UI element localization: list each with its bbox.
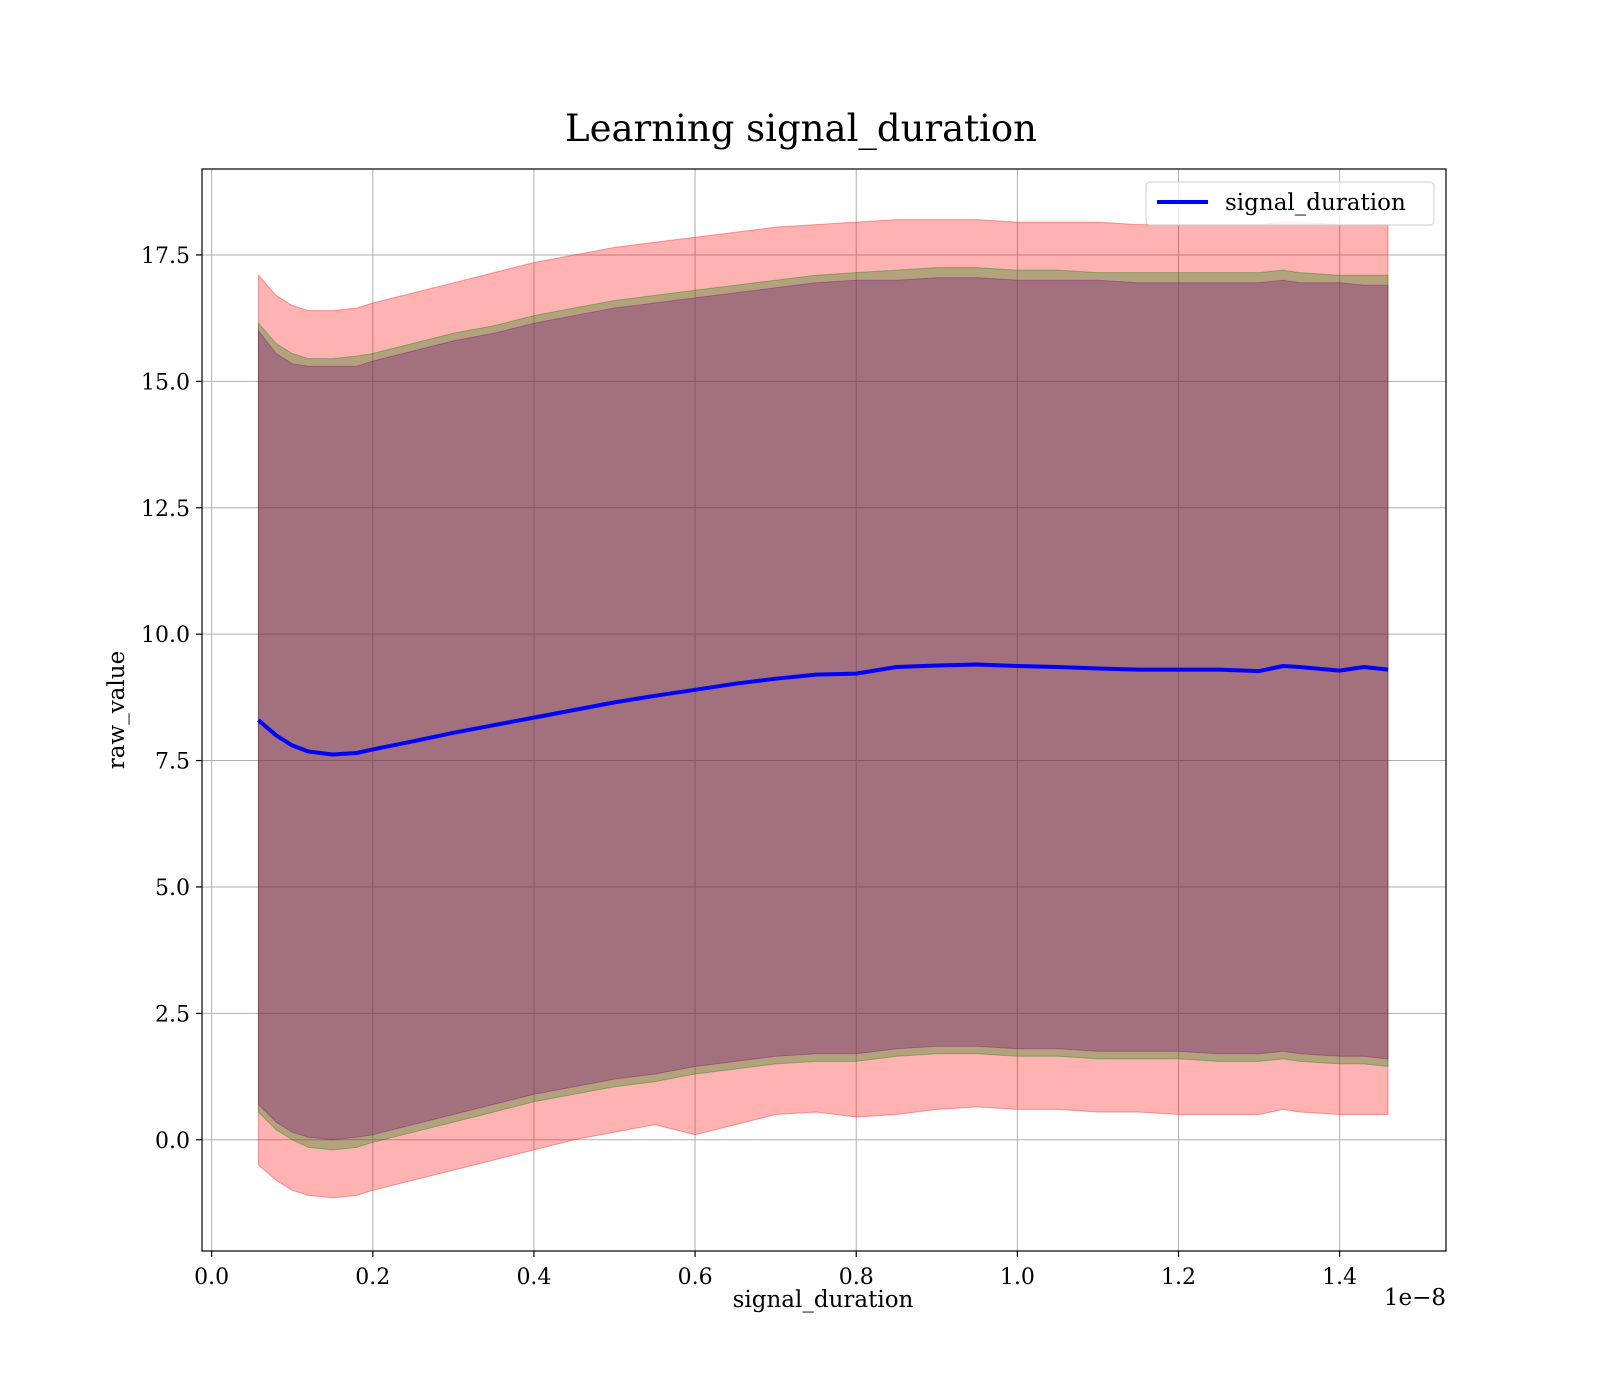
x-tick-label: 0.4 [516,1265,551,1290]
legend: signal_duration [1145,181,1435,226]
y-tick-label: 17.5 [141,244,190,269]
confidence-band-3 [257,277,1389,1141]
x-tick-label: 1.2 [1161,1265,1196,1290]
confidence-band-1 [257,219,1389,1199]
y-tick-label: 10.0 [141,623,190,648]
x-tick-label: 1.4 [1322,1265,1357,1290]
y-tick-label: 2.5 [155,1002,190,1027]
x-tick-label: 0.6 [678,1265,713,1290]
x-tick-label: 0.2 [355,1265,390,1290]
x-tick-label: 1.0 [1000,1265,1035,1290]
chart-title: Learning signal_duration [565,107,1037,151]
x-tick-label: 0.8 [839,1265,874,1290]
x-tick-label: 0.0 [194,1265,229,1290]
y-axis-label: raw_value [104,651,130,769]
confidence-band-2 [257,267,1389,1151]
series-line-signal_duration [257,662,1389,757]
y-tick-label: 7.5 [155,750,190,775]
x-axis-label: signal_duration [733,1287,914,1313]
x-axis-offset-label: 1e−8 [1384,1285,1446,1311]
confidence-bands [257,219,1389,1199]
legend-box [1145,181,1435,226]
plot-area [201,168,1447,1252]
plot-background [202,169,1446,1251]
y-tick-label: 12.5 [141,497,190,522]
x-axis-ticks: 0.0 0.2 0.4 0.6 0.8 1.0 1.2 1.4 [194,1251,1357,1290]
y-tick-label: 0.0 [155,1129,190,1154]
series-lines [257,662,1389,757]
y-axis-ticks: 0.0 2.5 5.0 7.5 10.0 12.5 15.0 17.5 [141,244,202,1154]
plot-frame [201,168,1447,1252]
y-tick-label: 5.0 [155,876,190,901]
legend-item-label: signal_duration [1225,190,1406,216]
grid [202,169,1446,1251]
y-tick-label: 15.0 [141,370,190,395]
